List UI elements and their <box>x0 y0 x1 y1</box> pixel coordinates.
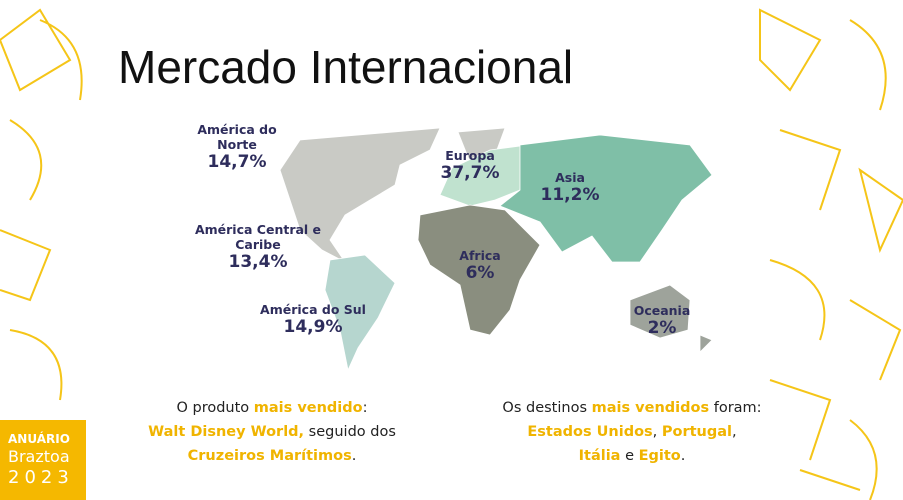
region-name: Asia <box>555 170 585 185</box>
text: . <box>351 448 357 464</box>
text: e <box>620 448 639 464</box>
region-share: 37,7% <box>440 163 500 183</box>
caption-line: Walt Disney World, seguido dos <box>112 420 432 444</box>
caption-left: O produto mais vendido: Walt Disney World… <box>112 396 432 468</box>
caption-right: Os destinos mais vendidos foram: Estados … <box>472 396 792 468</box>
north-america <box>279 127 441 263</box>
region-name: Europa <box>445 148 495 163</box>
region-share: 11,2% <box>540 185 600 205</box>
region-label: Europa 37,7% <box>405 148 535 183</box>
caption-line: O produto mais vendido: <box>112 396 432 420</box>
caption-line: Os destinos mais vendidos foram: <box>472 396 792 420</box>
oceania <box>629 284 713 353</box>
text: O produto <box>176 400 254 416</box>
highlight: Walt Disney World, <box>148 424 305 440</box>
highlight: Egito <box>638 448 681 464</box>
text: , <box>652 424 662 440</box>
region-share: 6% <box>465 263 495 283</box>
highlight: Estados Unidos <box>527 424 653 440</box>
region-name: Oceania <box>633 303 691 318</box>
caption-line: Cruzeiros Marítimos. <box>112 444 432 468</box>
highlight: Itália <box>578 448 621 464</box>
region-label: Africa 6% <box>415 248 545 283</box>
region-share: 14,7% <box>207 152 267 172</box>
text: foram: <box>709 400 762 416</box>
logo: ANUÁRIO Braztoa 2023 <box>0 420 86 500</box>
region-label: América do Norte 14,7% <box>178 122 296 172</box>
caption-line: Itália e Egito. <box>472 444 792 468</box>
highlight: mais vendido <box>253 400 363 416</box>
highlight: Cruzeiros Marítimos <box>187 448 352 464</box>
region-label: América Central e Caribe 13,4% <box>193 222 323 272</box>
africa <box>417 204 541 336</box>
region-name: América do Sul <box>260 302 366 317</box>
region-label: Asia 11,2% <box>505 170 635 205</box>
text: Os destinos <box>502 400 592 416</box>
asia <box>499 134 713 263</box>
text: . <box>680 448 686 464</box>
decoration <box>0 8 903 500</box>
logo-line: Braztoa <box>8 447 70 466</box>
text: seguido dos <box>304 424 396 440</box>
highlight: Portugal <box>661 424 733 440</box>
caption-line: Estados Unidos, Portugal, <box>472 420 792 444</box>
south-america <box>324 254 396 372</box>
logo-line: ANUÁRIO <box>8 432 70 446</box>
region-share: 13,4% <box>228 252 288 272</box>
region-label: Oceania 2% <box>597 303 727 338</box>
region-name: América Central e Caribe <box>194 222 322 252</box>
region-label: América do Sul 14,9% <box>248 302 378 337</box>
highlight: mais vendidos <box>591 400 710 416</box>
logo-line: 2023 <box>8 467 74 488</box>
region-name: América do Norte <box>197 122 277 152</box>
region-share: 2% <box>647 318 677 338</box>
title: Mercado Internacional <box>118 41 574 93</box>
region-share: 14,9% <box>283 317 343 337</box>
text: : <box>362 400 368 416</box>
text: , <box>732 424 737 440</box>
region-name: Africa <box>459 248 501 263</box>
